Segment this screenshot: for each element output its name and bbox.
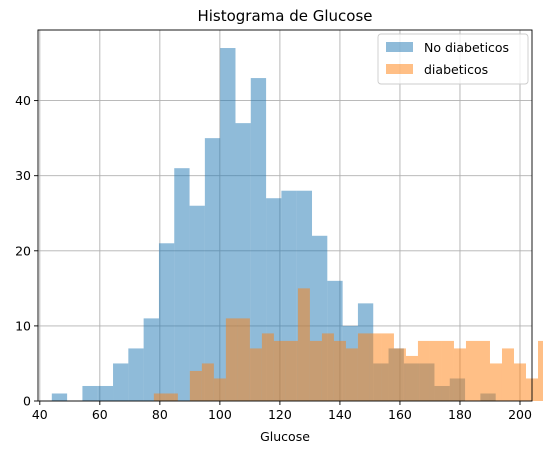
bar-diabeticos <box>261 333 274 401</box>
x-tick-label: 80 <box>152 407 168 422</box>
bar-diabeticos <box>297 288 310 401</box>
y-tick-label: 20 <box>15 243 31 258</box>
bar-diabeticos <box>538 340 543 401</box>
bar-diabeticos <box>237 318 250 401</box>
x-tick-label: 100 <box>208 407 232 422</box>
legend: No diabeticos diabeticos <box>377 33 529 85</box>
bar-diabeticos <box>225 318 238 401</box>
bar-no-diabeticos <box>250 78 267 402</box>
bar-no-diabeticos <box>113 363 129 401</box>
bar-diabeticos <box>393 348 406 401</box>
bar-diabeticos <box>249 348 262 401</box>
bar-diabeticos <box>429 340 442 401</box>
y-tick-label: 0 <box>23 394 31 409</box>
y-tick-label: 10 <box>15 318 31 333</box>
bar-no-diabeticos <box>143 318 159 401</box>
bar-diabeticos <box>189 370 202 401</box>
series-diabeticos <box>153 288 543 401</box>
bar-diabeticos <box>309 340 322 401</box>
bar-diabeticos <box>321 333 334 401</box>
x-tick-label: 120 <box>268 407 292 422</box>
bar-no-diabeticos <box>158 243 175 401</box>
x-tick-label: 140 <box>328 407 352 422</box>
y-tick-label: 40 <box>15 93 31 108</box>
bar-diabeticos <box>381 333 394 401</box>
bar-diabeticos <box>453 348 466 401</box>
bar-diabeticos <box>489 363 502 401</box>
bar-diabeticos <box>465 340 478 401</box>
x-axis-ticks: 40 60 80 100 120 140 160 180 200 <box>32 401 532 422</box>
bar-diabeticos <box>285 340 298 401</box>
legend-label-diabeticos: diabeticos <box>424 62 488 77</box>
bar-no-diabeticos <box>220 48 236 401</box>
x-tick-label: 40 <box>32 407 48 422</box>
bar-diabeticos <box>441 340 454 401</box>
bar-diabeticos <box>153 393 166 401</box>
bar-no-diabeticos <box>82 385 98 401</box>
legend-box <box>377 33 529 85</box>
bar-diabeticos <box>165 393 178 401</box>
bar-diabeticos <box>513 363 526 401</box>
chart-title: Histograma de Glucose <box>197 7 372 25</box>
bar-no-diabeticos <box>204 138 221 401</box>
x-tick-label: 200 <box>508 407 532 422</box>
bar-diabeticos <box>213 378 226 401</box>
bar-diabeticos <box>369 333 382 401</box>
legend-label-no-diabeticos: No diabeticos <box>424 40 509 55</box>
y-tick-label: 30 <box>15 168 31 183</box>
bar-diabeticos <box>333 340 346 401</box>
bar-diabeticos <box>357 333 370 401</box>
bar-diabeticos <box>273 340 286 401</box>
y-axis-ticks: 0 10 20 30 40 <box>15 93 38 409</box>
x-tick-label: 180 <box>448 407 472 422</box>
bar-diabeticos <box>405 355 418 401</box>
bar-no-diabeticos <box>189 205 205 401</box>
bar-diabeticos <box>501 348 514 401</box>
legend-swatch-no-diabeticos <box>386 42 413 52</box>
bar-no-diabeticos <box>97 385 114 401</box>
bar-diabeticos <box>417 340 430 401</box>
x-tick-label: 160 <box>388 407 412 422</box>
plot-frame <box>37 29 533 402</box>
bar-no-diabeticos <box>174 168 190 401</box>
bar-no-diabeticos <box>128 348 144 401</box>
bar-diabeticos <box>345 348 358 401</box>
legend-swatch-diabeticos <box>386 64 413 74</box>
x-axis-label: Glucose <box>260 429 310 444</box>
bar-no-diabeticos <box>51 393 68 401</box>
x-tick-label: 60 <box>92 407 108 422</box>
bar-diabeticos <box>201 363 214 401</box>
bar-diabeticos <box>477 340 490 401</box>
